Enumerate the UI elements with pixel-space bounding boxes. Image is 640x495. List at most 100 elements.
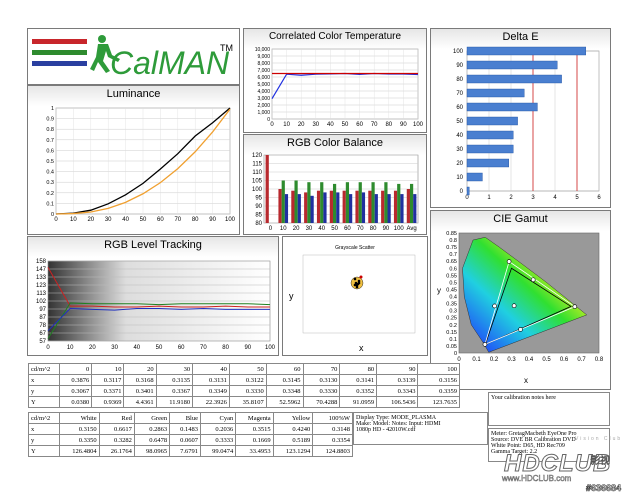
table-cell: 124.8803: [312, 445, 353, 457]
x-tick-label: 80: [385, 122, 392, 128]
delta-e-bar: [466, 130, 514, 140]
y-tick-label: 0.2: [449, 323, 457, 329]
scatter-point: [357, 281, 361, 285]
table-cell: 0.3135: [155, 374, 194, 386]
rgb-balance-bar: [387, 194, 391, 223]
rgb-tracking-title: RGB Level Tracking: [104, 239, 202, 251]
y-tick-label: 123: [36, 283, 47, 289]
table-cell: 0.3122: [228, 374, 267, 386]
table-cell: 0.3330: [228, 385, 267, 397]
y-tick-label: 0.4: [46, 170, 54, 176]
y-tick-label: 10: [456, 175, 463, 181]
y-tick-label: 5,000: [257, 82, 270, 88]
table-cell: 0.3515: [235, 423, 274, 435]
table-cell: 33.4953: [235, 445, 274, 457]
table-cell: x: [28, 423, 60, 435]
y-tick-label: 0.1: [46, 201, 54, 207]
table-cell: 0: [58, 363, 93, 375]
x-tick-label: 90: [244, 345, 251, 351]
x-tick-label: 100: [225, 217, 236, 223]
rgb-balance-bar: [304, 192, 308, 223]
table-cell: 0.3367: [155, 385, 194, 397]
rgb-balance-bar: [371, 182, 375, 223]
table-cell: 4.4361: [123, 396, 157, 408]
y-tick-label: 0.5: [449, 280, 457, 286]
x-tick-label: 5: [575, 195, 579, 201]
x-tick-label: 70: [357, 226, 364, 232]
table-cell: 26.1764: [98, 445, 135, 457]
table-cell: 10: [91, 363, 125, 375]
table-cell: 0.3349: [192, 385, 230, 397]
x-tick-label: 90: [400, 122, 407, 128]
rgb-balance-bar: [393, 190, 398, 223]
table-cell: 0.0380: [58, 396, 93, 408]
cct-panel: Correlated Color Temperature 0 1,000 2,000…: [243, 28, 427, 133]
scatter-point: [353, 283, 357, 287]
color-table: cd/m^2 White Red Green Blue Cyan Magenta Yellow…: [28, 412, 353, 457]
rgb-balance-bar: [329, 190, 333, 223]
y-tick-label: 85: [255, 213, 262, 219]
x-tick-label: 40: [327, 122, 334, 128]
target-gamut: [484, 267, 572, 346]
display-info-line: 1080p HD - 42010W.cdf: [356, 427, 416, 433]
table-cell: 70.4288: [302, 396, 341, 408]
y-tick-label: 70: [456, 91, 463, 97]
x-tick-label: 0.2: [490, 357, 499, 363]
x-tick-label: 60: [356, 122, 363, 128]
tracking-series-line: [47, 267, 270, 308]
x-tick-label: 60: [157, 217, 164, 223]
rgb-balance-bar: [294, 180, 298, 223]
luminance-title: Luminance: [106, 88, 161, 100]
y-tick-label: 0: [454, 351, 457, 357]
luminance-series-line: [55, 108, 231, 215]
table-cell: 0.3168: [123, 374, 157, 386]
x-tick-label: 50: [342, 122, 349, 128]
delta-e-bar: [466, 60, 558, 70]
rgb-balance-bar: [342, 190, 346, 223]
rgb-balance-bar: [307, 182, 311, 223]
rgb-balance-title: RGB Color Balance: [287, 137, 383, 149]
table-cell: 99.0474: [199, 445, 237, 457]
y-tick-label: 0.6: [449, 266, 457, 272]
y-tick-label: 0.7: [449, 252, 457, 258]
y-tick-label: 0.2: [46, 191, 54, 197]
y-tick-label: 0.7: [46, 138, 54, 144]
table-cell: 0.3350: [59, 434, 100, 446]
x-tick-label: 40: [318, 226, 325, 232]
x-tick-label: 70: [371, 122, 378, 128]
rgb-tracking-chart: 57 67 78 87 97 102 113 123 133 147 158 0 10 20 30 40 50 6…: [36, 259, 276, 351]
calibration-notes[interactable]: Your calibration notes here: [488, 392, 610, 426]
delta-e-bar: [466, 88, 525, 98]
scatter-point: [354, 281, 358, 285]
rgb-balance-bar: [345, 182, 350, 223]
table-cell: 50: [228, 363, 267, 375]
y-tick-label: 0: [51, 212, 54, 218]
table-cell: y: [28, 434, 60, 446]
table-cell: cd/m^2: [28, 363, 60, 375]
meter-info-line: Source: DVE BR Calibration DVD: [491, 437, 576, 443]
x-tick-label: 40: [122, 217, 129, 223]
table-cell: Cyan: [199, 412, 237, 424]
plot-area: [302, 254, 416, 334]
table-cell: 0.3352: [339, 385, 378, 397]
meter-info-line: Meter: GretagMacbeth EyeOne Pro: [491, 431, 577, 437]
x-tick-label: 2: [509, 195, 513, 201]
x-tick-label: 0: [270, 122, 274, 128]
y-tick-label: 110: [252, 170, 262, 176]
x-tick-label: 60: [178, 345, 185, 351]
table-row: y 0.3067 0.3371 0.3401 0.3367 0.3349 0.3330 0.3…: [28, 385, 460, 397]
y-tick-label: 8,000: [257, 61, 270, 67]
x-tick-label: 0.1: [472, 357, 481, 363]
table-cell: 0.3139: [376, 374, 419, 386]
x-tick-label: 10: [283, 122, 290, 128]
watermark-brand: HDCLUB: [503, 450, 612, 478]
delta-e-title: Delta E: [502, 31, 539, 43]
x-tick-label: 20: [87, 217, 94, 223]
y-tick-label: 0.8: [449, 238, 457, 244]
x-tick-label: 0: [465, 195, 469, 201]
y-tick-label: 115: [252, 162, 262, 168]
y-tick-label: 0.1: [449, 337, 457, 343]
table-cell: Y: [28, 445, 60, 457]
y-tick-label: 0.4: [449, 295, 457, 301]
y-tick-label: 0.75: [446, 245, 457, 251]
